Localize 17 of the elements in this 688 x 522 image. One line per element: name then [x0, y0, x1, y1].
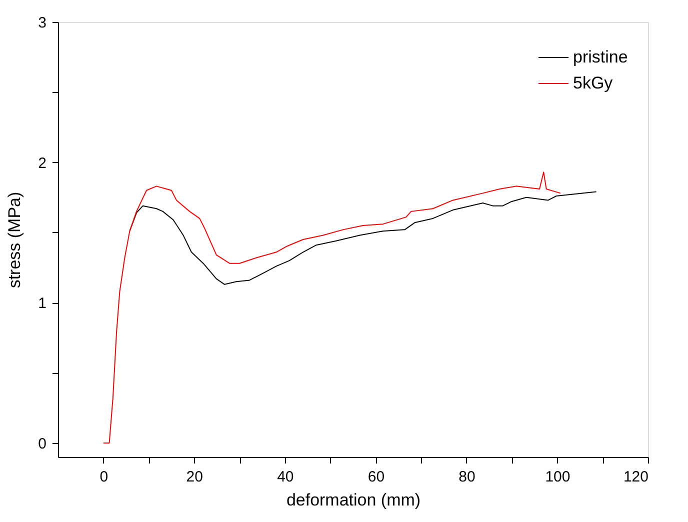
- legend-label: pristine: [573, 48, 628, 66]
- y-tick-label: 1: [38, 295, 46, 312]
- line-series: [102, 172, 561, 444]
- x-tick-label: 120: [623, 468, 648, 486]
- x-tick-label: 80: [458, 468, 476, 486]
- x-tick-label: 20: [186, 468, 203, 486]
- x-tick-label: 0: [100, 468, 108, 486]
- x-tick-label: 60: [368, 468, 385, 486]
- x-tick-label: 100: [545, 468, 570, 486]
- x-tick-label: 40: [277, 468, 294, 486]
- legend-label: 5kGy: [573, 74, 614, 92]
- y-tick-label: 2: [38, 154, 46, 172]
- x-axis-title: deformation (mm): [286, 490, 421, 510]
- y-axis-title: stress (MPa): [5, 192, 24, 288]
- y-tick-label: 3: [38, 14, 46, 32]
- line-series: [129, 191, 597, 285]
- y-tick-label: 0: [38, 435, 46, 452]
